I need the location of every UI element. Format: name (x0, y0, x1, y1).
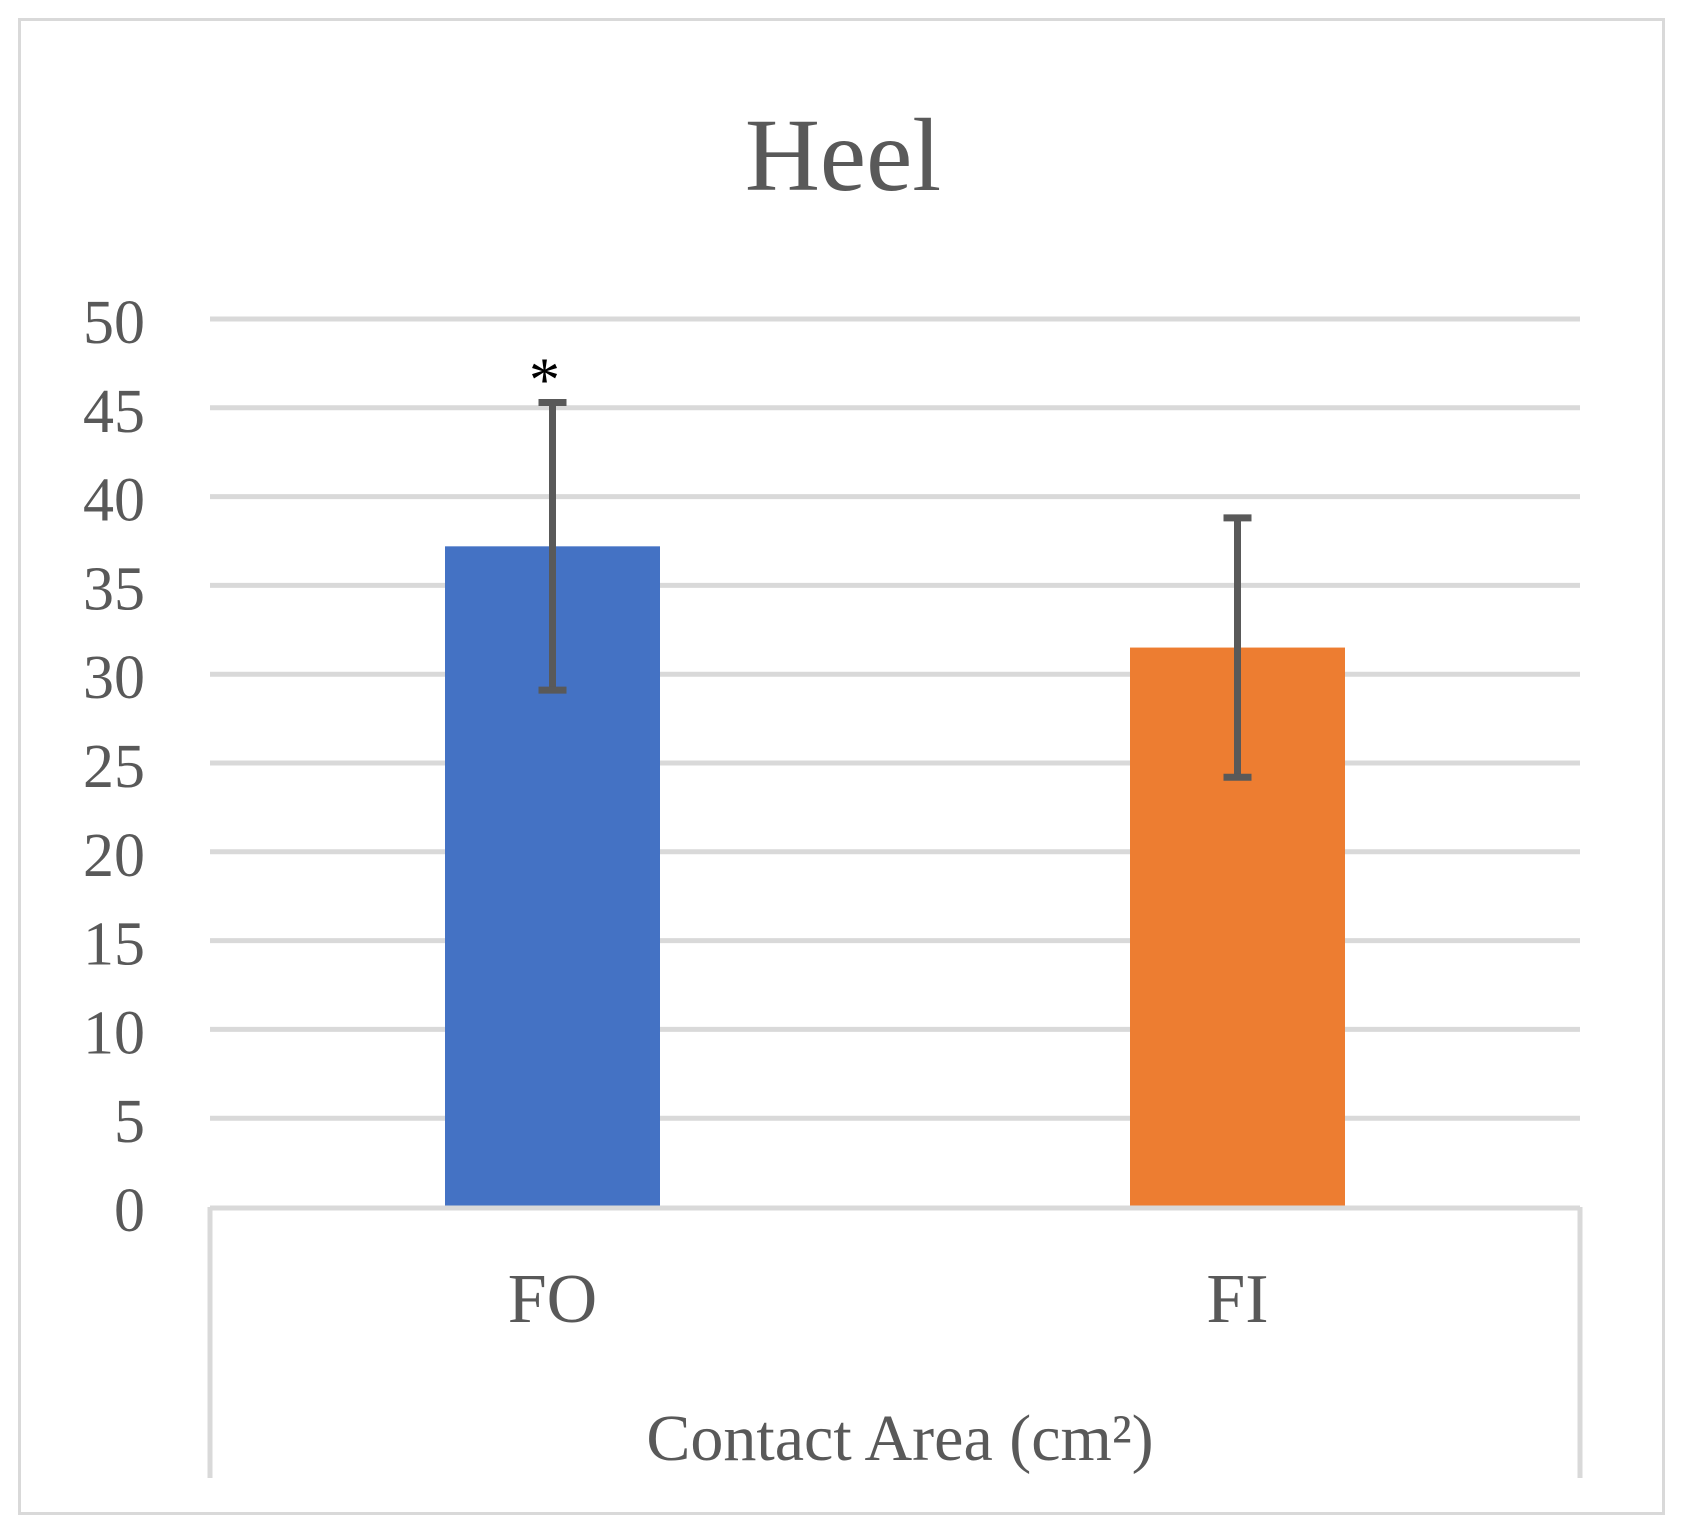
significance-marker-FO: * (529, 346, 560, 414)
error-bars (538, 398, 1252, 781)
error-bar-FI (1223, 514, 1252, 781)
y-tick-label-5: 5 (114, 1088, 145, 1156)
x-axis-tick-labels: FO FI (508, 1261, 1269, 1338)
y-tick-label-40: 40 (83, 467, 145, 535)
chart-title: Heel (745, 98, 941, 213)
y-axis-tick-labels: 0 5 10 15 20 25 30 35 40 45 50 (83, 289, 145, 1245)
x-tick-label-FO: FO (508, 1261, 597, 1338)
error-bar-FO (538, 398, 567, 694)
x-axis-label: Contact Area (cm²) (646, 1402, 1153, 1475)
bars (445, 546, 1345, 1207)
y-tick-label-15: 15 (83, 911, 145, 979)
x-axis-box (207, 1205, 1583, 1478)
y-tick-label-20: 20 (83, 822, 145, 890)
y-tick-label-35: 35 (83, 555, 145, 623)
x-tick-label-FI: FI (1206, 1261, 1268, 1338)
significance-annotations: * (529, 346, 560, 414)
y-tick-label-0: 0 (114, 1177, 145, 1245)
y-tick-label-30: 30 (83, 644, 145, 712)
y-tick-label-45: 45 (83, 378, 145, 446)
y-tick-label-10: 10 (83, 999, 145, 1067)
y-tick-label-25: 25 (83, 733, 145, 801)
y-tick-label-50: 50 (83, 289, 145, 357)
chart-frame (18, 18, 1665, 1515)
gridlines (210, 316, 1580, 1121)
